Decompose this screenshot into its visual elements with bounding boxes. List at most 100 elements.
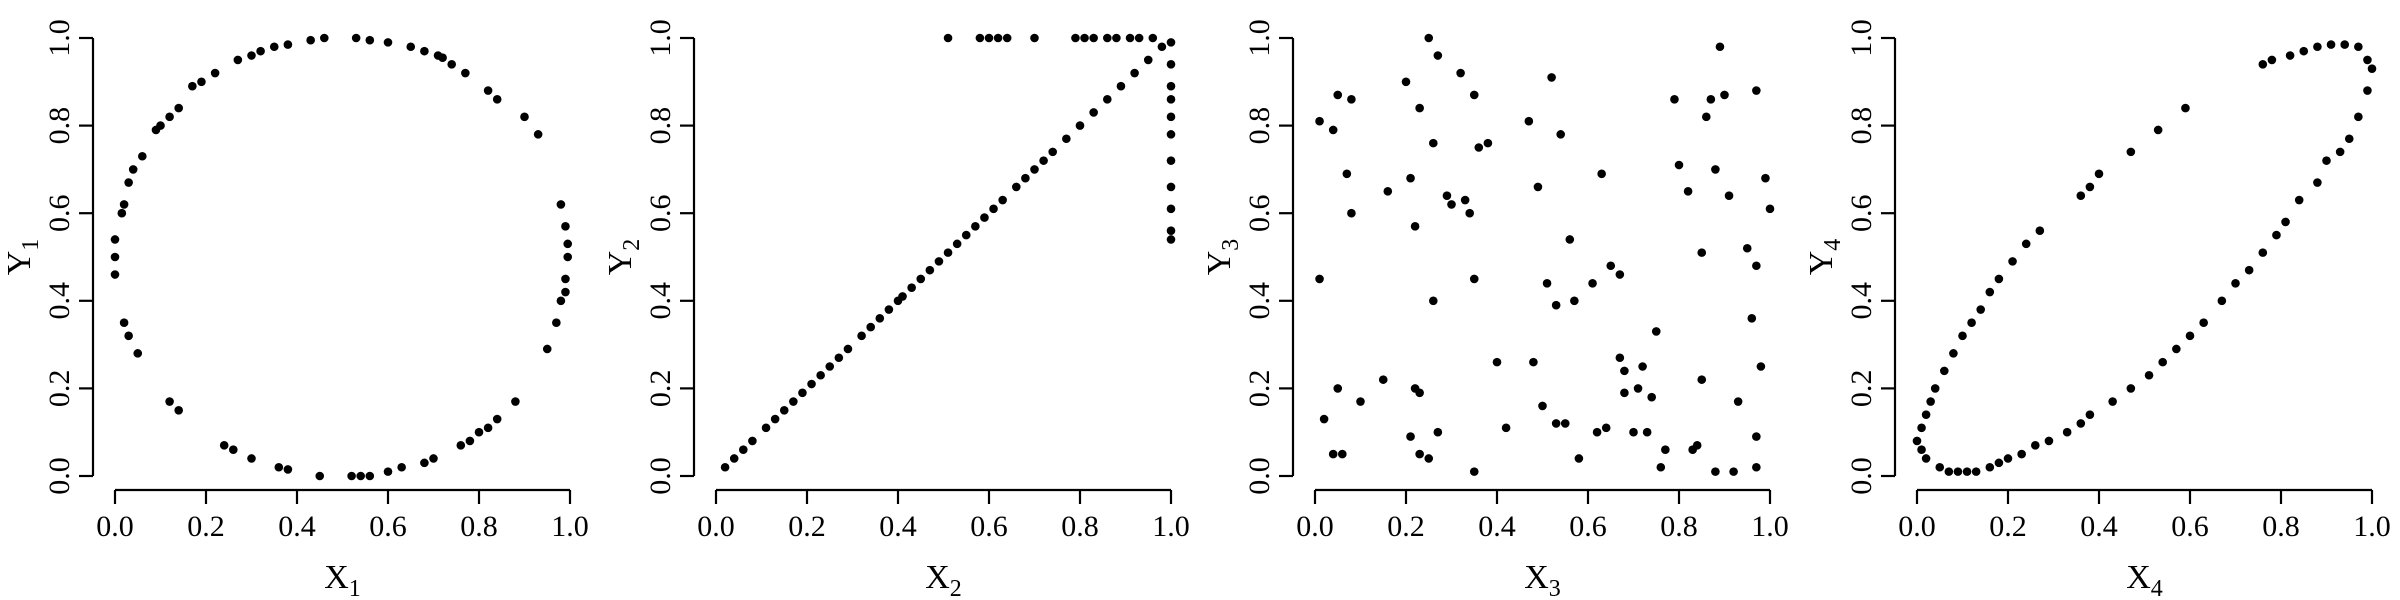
data-point <box>2126 384 2136 393</box>
data-point <box>1319 414 1329 424</box>
data-point <box>1570 296 1579 306</box>
x-axis-label: X4 <box>2126 559 2163 600</box>
data-point <box>283 465 293 474</box>
scatter-panel-1: 0.0 0.2 0.4 0.6 0.8 1.0 0.0 0.2 0.4 0.6 0.8 1.0 X1 Y1 <box>1 19 589 600</box>
data-point <box>561 287 570 297</box>
data-point <box>884 305 894 314</box>
data-point <box>1551 419 1561 428</box>
data-point <box>2108 397 2117 406</box>
data-point <box>269 42 279 52</box>
data-point <box>1985 287 1995 297</box>
data-point <box>1697 375 1707 384</box>
data-point <box>247 51 256 60</box>
data-point <box>1039 156 1048 165</box>
data-point <box>1971 467 1981 476</box>
data-point <box>748 436 757 446</box>
data-point <box>1674 160 1684 170</box>
data-point <box>1410 222 1420 231</box>
x-tick-label: 0.2 <box>187 510 225 543</box>
data-point <box>2044 436 2054 446</box>
data-point <box>1166 59 1176 69</box>
data-point <box>1062 134 1071 144</box>
data-point <box>789 397 798 406</box>
data-point <box>247 454 256 463</box>
data-point <box>511 397 520 406</box>
data-point <box>1080 33 1089 43</box>
y-axis-label-subscript: 3 <box>1218 239 1244 251</box>
data-point <box>1089 33 1098 43</box>
data-point <box>1651 327 1661 336</box>
data-point <box>1469 274 1479 284</box>
data-point <box>1347 95 1356 104</box>
data-point <box>563 239 573 249</box>
data-point <box>1615 353 1625 363</box>
data-point <box>1166 182 1176 192</box>
data-point <box>274 462 284 472</box>
data-point <box>406 42 416 52</box>
x-tick-label: 0.4 <box>1478 510 1516 543</box>
data-point <box>1556 130 1565 139</box>
x-tick-label: 0.4 <box>879 510 917 543</box>
data-point <box>1002 33 1012 43</box>
data-point <box>2285 51 2295 60</box>
data-point <box>320 33 329 43</box>
data-point <box>1720 90 1729 100</box>
data-point <box>2003 454 2013 463</box>
y-tick-label: 0.8 <box>43 107 76 145</box>
data-point <box>961 230 971 240</box>
data-point <box>916 274 926 284</box>
x-axis-label: X2 <box>925 559 962 600</box>
x-axis-label-subscript: 3 <box>1549 576 1561 600</box>
data-point <box>1501 423 1511 433</box>
data-point <box>151 125 161 135</box>
data-point <box>1533 182 1543 192</box>
data-point <box>2017 449 2026 459</box>
data-point <box>1143 55 1153 65</box>
data-point <box>197 77 206 87</box>
data-point <box>2021 239 2031 249</box>
x-tick-label: 0.8 <box>2262 510 2300 543</box>
data-point <box>1125 33 1135 43</box>
scatter-panel-3: 0.0 0.2 0.4 0.6 0.8 1.0 0.0 0.2 0.4 0.6 0.8 1.0 X3 Y3 <box>1201 19 1789 600</box>
data-point <box>2094 169 2104 179</box>
data-point <box>1130 68 1139 78</box>
data-point <box>492 95 502 104</box>
data-point <box>2344 134 2354 144</box>
data-point <box>2367 64 2377 73</box>
data-point <box>119 200 129 209</box>
data-point <box>1756 362 1766 371</box>
data-point <box>119 318 129 328</box>
data-point <box>556 296 566 306</box>
y-tick-label: 0.8 <box>644 107 677 145</box>
data-point <box>1629 427 1638 437</box>
data-point <box>2153 125 2163 135</box>
data-point <box>383 467 393 476</box>
data-point <box>1483 138 1493 148</box>
data-point <box>2217 296 2227 306</box>
data-point <box>397 462 406 472</box>
data-point <box>1638 362 1647 371</box>
data-point <box>429 454 438 463</box>
data-point <box>1166 38 1176 47</box>
data-point <box>1683 187 1693 196</box>
data-point <box>925 265 935 275</box>
data-point <box>283 40 293 49</box>
data-point <box>2008 257 2017 266</box>
data-point <box>1378 375 1388 384</box>
data-point <box>980 213 989 222</box>
y-tick-label: 1.0 <box>43 19 76 57</box>
data-point <box>2258 248 2268 257</box>
data-point <box>1917 445 1926 455</box>
data-point <box>1962 467 1972 476</box>
data-point <box>1166 112 1176 122</box>
data-point <box>456 441 466 450</box>
data-point <box>998 195 1007 205</box>
data-point <box>483 86 493 95</box>
data-point <box>952 239 962 249</box>
data-point <box>1401 77 1411 87</box>
data-point <box>1574 454 1584 463</box>
x-tick-label: 0.0 <box>697 510 735 543</box>
data-point <box>1958 331 1967 341</box>
data-point <box>474 427 484 437</box>
y-tick-label: 0.4 <box>43 282 76 320</box>
